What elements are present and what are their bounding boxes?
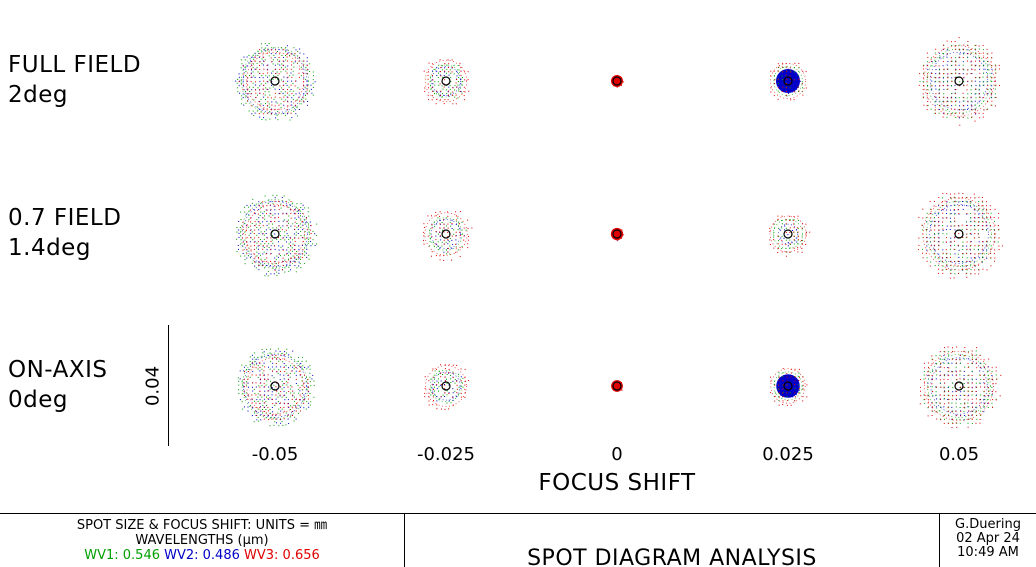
spot-wv2 (431, 371, 462, 402)
scale-bar (168, 325, 169, 446)
spot-diagram-grid (235, 37, 1003, 428)
spot-wv3 (919, 346, 1002, 428)
airy-disk-circle (783, 229, 793, 239)
airy-disk-circle (270, 381, 280, 391)
spot-core (612, 381, 622, 391)
wavelength-legend: WV1: 0.546 WV2: 0.486 WV3: 0.656 (84, 548, 320, 563)
spot-wv1 (236, 194, 318, 277)
airy-disk-circle (954, 381, 964, 391)
field-name: ON-AXIS (8, 357, 108, 383)
spot-wv3 (918, 37, 1000, 126)
airy-disk-circle (441, 76, 451, 86)
spot-wv3 (917, 192, 1003, 279)
spot-wv1 (429, 64, 464, 99)
footer-info-block: SPOT SIZE & FOCUS SHIFT: UNITS = ㎜ WAVEL… (0, 513, 1036, 567)
spot-wv2 (431, 66, 462, 97)
spot-core (612, 229, 622, 239)
airy-disk-circle (783, 76, 793, 86)
spot-wv2 (776, 374, 800, 398)
units-line: SPOT SIZE & FOCUS SHIFT: UNITS = ㎜ (76, 518, 328, 533)
spot-wv3 (770, 368, 808, 406)
airy-disk-circle (270, 76, 280, 86)
spot-wv1 (429, 369, 464, 404)
author: G.Duering (955, 517, 1021, 532)
focus-tick-label: -0.05 (251, 444, 299, 465)
airy-disk-circle (612, 381, 622, 391)
time: 10:49 AM (957, 545, 1019, 560)
airy-disk-circle (441, 229, 451, 239)
spot-wv1 (919, 44, 997, 119)
spot-wv1 (237, 348, 315, 427)
focus-axis-title: FOCUS SHIFT (538, 470, 696, 496)
field-name: 0.7 FIELD (8, 205, 122, 231)
airy-disk-circle (441, 381, 451, 391)
spot-wv2 (777, 223, 799, 247)
field-angle: 1.4deg (8, 235, 91, 261)
airy-disk-circle (783, 381, 793, 391)
spot-wv2 (926, 200, 995, 271)
spot-wv3 (242, 200, 312, 271)
airy-disk-circle (954, 76, 964, 86)
field-label-full: FULL FIELD 2deg (8, 50, 141, 110)
spot-wv3 (770, 62, 807, 101)
spot-wv2 (237, 197, 316, 275)
spot-wv2 (776, 68, 802, 94)
spot-wv3 (423, 211, 473, 261)
scale-bar-value: 0.04 (142, 365, 164, 407)
airy-disk-circle (612, 229, 622, 239)
spot-wv3 (423, 59, 470, 105)
spot-core (612, 76, 622, 86)
footer-meta-panel: G.Duering 02 Apr 24 10:49 AM (940, 514, 1036, 567)
field-label-on-axis: ON-AXIS 0deg (8, 355, 107, 415)
field-angle: 2deg (8, 82, 68, 108)
wavelengths-title: WAVELENGTHS (μm) (135, 533, 269, 548)
focus-tick-label: -0.025 (416, 444, 476, 465)
airy-disk-circle (612, 76, 622, 86)
spot-wv3 (238, 49, 309, 115)
spot-wv3 (769, 215, 811, 257)
focus-tick-label: 0.025 (762, 444, 814, 465)
footer-units-panel: SPOT SIZE & FOCUS SHIFT: UNITS = ㎜ WAVEL… (0, 514, 405, 567)
footer-title-panel: SPOT DIAGRAM ANALYSIS (405, 514, 940, 567)
focus-tick-label: 0.05 (938, 444, 980, 465)
wavelength-2-label: WV2: 0.486 (164, 548, 240, 563)
spot-wv3 (424, 364, 470, 410)
field-name: FULL FIELD (8, 52, 142, 78)
spot-wv3 (243, 354, 309, 421)
date: 02 Apr 24 (956, 531, 1020, 546)
focus-tick-label: 0 (611, 444, 623, 465)
field-label-07: 0.7 FIELD 1.4deg (8, 203, 121, 263)
field-angle: 0deg (8, 387, 68, 413)
airy-disk-circle (954, 229, 964, 239)
airy-disk-circle (270, 229, 280, 239)
diagram-title: SPOT DIAGRAM ANALYSIS (527, 546, 817, 567)
spot-wv1 (236, 43, 314, 121)
wavelength-1-label: WV1: 0.546 (84, 548, 160, 563)
wavelength-3-label: WV3: 0.656 (244, 548, 320, 563)
